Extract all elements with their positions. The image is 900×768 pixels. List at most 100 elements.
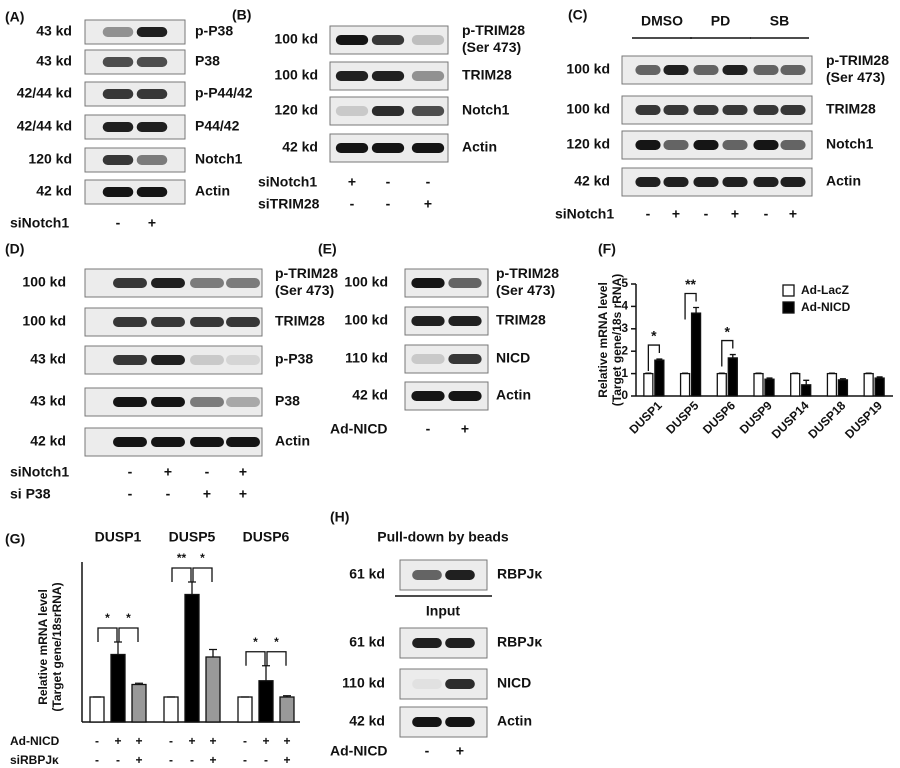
legend-label: Ad-NICD: [801, 300, 851, 314]
blot-band: [226, 278, 260, 288]
blot-band: [445, 570, 475, 580]
protein-label: RBPJκ: [497, 566, 542, 582]
blot-band: [371, 106, 405, 116]
kd-label: 42/44 kd: [17, 85, 72, 101]
bar: [801, 384, 812, 397]
kd-label: 43 kd: [36, 23, 72, 39]
blot-strip: [84, 49, 186, 75]
significance-label: *: [651, 328, 657, 344]
x-tick-label: DUSP5: [663, 398, 701, 436]
legend-swatch: [782, 284, 795, 297]
protein-label: (Ser 473): [496, 282, 555, 298]
blot-band: [663, 140, 689, 150]
significance-label: *: [200, 551, 205, 565]
bar: [131, 683, 147, 723]
significance-bracket: [97, 627, 118, 642]
error-bar: [135, 682, 143, 685]
blot-band: [693, 140, 719, 150]
protein-label: p-P38: [275, 351, 313, 367]
protein-label: P38: [275, 393, 300, 409]
bar: [863, 372, 874, 397]
kd-label: 42 kd: [30, 433, 66, 449]
condition-mark: +: [209, 753, 216, 767]
kd-label: 43 kd: [30, 393, 66, 409]
kd-label: 42/44 kd: [17, 118, 72, 134]
x-tick-label: DUSP1: [627, 398, 665, 436]
protein-label: Actin: [497, 713, 532, 729]
panel-label: (A): [5, 9, 24, 25]
protein-label: NICD: [496, 350, 530, 366]
condition-label: siNotch1: [10, 215, 69, 231]
bar: [654, 359, 665, 397]
blot-band: [722, 140, 748, 150]
blot-band: [693, 105, 719, 115]
panel-label: (G): [5, 531, 25, 547]
kd-label: 42 kd: [349, 713, 385, 729]
kd-label: 110 kd: [342, 675, 385, 691]
condition-mark: -: [169, 734, 173, 748]
kd-label: 100 kd: [344, 312, 388, 328]
blot-band: [635, 177, 661, 187]
blot-band: [136, 155, 168, 165]
condition-label: si P38: [10, 486, 51, 502]
blot-band: [190, 317, 224, 327]
blot-band: [136, 89, 168, 99]
bar: [205, 656, 221, 723]
significance-label: **: [177, 551, 187, 565]
blot-band: [113, 278, 147, 288]
condition-mark: -: [243, 753, 247, 767]
x-tick-label: DUSP19: [842, 398, 885, 441]
condition-mark: +: [672, 206, 680, 222]
legend-label: Ad-LacZ: [801, 283, 849, 297]
blot-strip: [404, 344, 489, 374]
condition-mark: -: [95, 753, 99, 767]
blot-band: [753, 140, 779, 150]
kd-label: 100 kd: [22, 274, 66, 290]
group-label: SB: [770, 13, 789, 29]
condition-mark: -: [116, 215, 121, 231]
condition-mark: +: [135, 753, 142, 767]
significance-bracket: [245, 651, 266, 666]
blot-band: [113, 437, 147, 447]
protein-label: p-TRIM28: [462, 22, 525, 38]
condition-mark: -: [166, 486, 171, 502]
y-axis-label: (Target gene/18s rRNA): [610, 274, 624, 406]
blot-band: [411, 316, 445, 326]
blot-band: [226, 397, 260, 407]
blot-band: [190, 355, 224, 365]
blot-band: [371, 143, 405, 153]
error-bar: [766, 377, 773, 380]
error-bar: [209, 648, 217, 657]
y-tick-label: 0: [621, 388, 628, 402]
panel-label: (H): [330, 509, 349, 525]
blot-band: [151, 278, 185, 288]
blot-band: [411, 106, 445, 116]
protein-label: Actin: [462, 139, 497, 155]
blot-band: [780, 140, 806, 150]
blot-band: [780, 105, 806, 115]
blot-title: Pull-down by beads: [377, 529, 509, 545]
kd-label: 42 kd: [352, 387, 388, 403]
bar: [184, 593, 200, 723]
y-tick-label: 4: [621, 299, 628, 313]
blot-band: [190, 278, 224, 288]
blot-band: [722, 105, 748, 115]
kd-label: 43 kd: [30, 351, 66, 367]
blot-band: [102, 89, 134, 99]
condition-mark: +: [239, 486, 247, 502]
y-tick-label: 3: [621, 321, 628, 335]
blot-strip: [84, 81, 186, 107]
significance-label: *: [274, 635, 279, 649]
bar: [258, 680, 274, 723]
condition-mark: +: [209, 734, 216, 748]
condition-mark: +: [789, 206, 797, 222]
condition-mark: +: [262, 734, 269, 748]
blot-band: [411, 354, 445, 364]
panel-label: (E): [318, 241, 337, 257]
blot-band: [635, 65, 661, 75]
condition-mark: -: [386, 196, 391, 212]
condition-mark: +: [283, 753, 290, 767]
kd-label: 120 kd: [566, 136, 610, 152]
error-bar: [283, 695, 291, 697]
blot-band: [335, 143, 369, 153]
